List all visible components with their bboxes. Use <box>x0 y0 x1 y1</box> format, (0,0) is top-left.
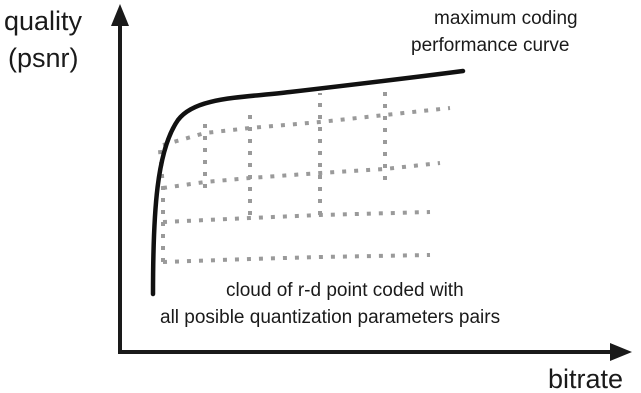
cloud-path <box>162 106 451 147</box>
y-axis-label-line2: (psnr) <box>8 43 79 73</box>
max-performance-curve <box>150 68 466 297</box>
y-axis-arrow-icon <box>111 4 129 26</box>
curve-label-line1: maximum coding <box>434 8 578 29</box>
cloud-path <box>162 210 431 224</box>
x-axis-label: bitrate <box>548 364 623 393</box>
cloud-label-line1: cloud of r-d point coded with <box>226 280 464 301</box>
cloud-path <box>162 253 431 264</box>
rd-point-cloud <box>158 84 451 264</box>
curve-label-line2: performance curve <box>411 35 569 56</box>
y-axis-label-line1: quality <box>4 6 83 36</box>
cloud-label-line2: all posible quantization parameters pair… <box>160 307 500 328</box>
cloud-path <box>162 161 441 190</box>
x-axis-arrow-icon <box>610 343 632 361</box>
